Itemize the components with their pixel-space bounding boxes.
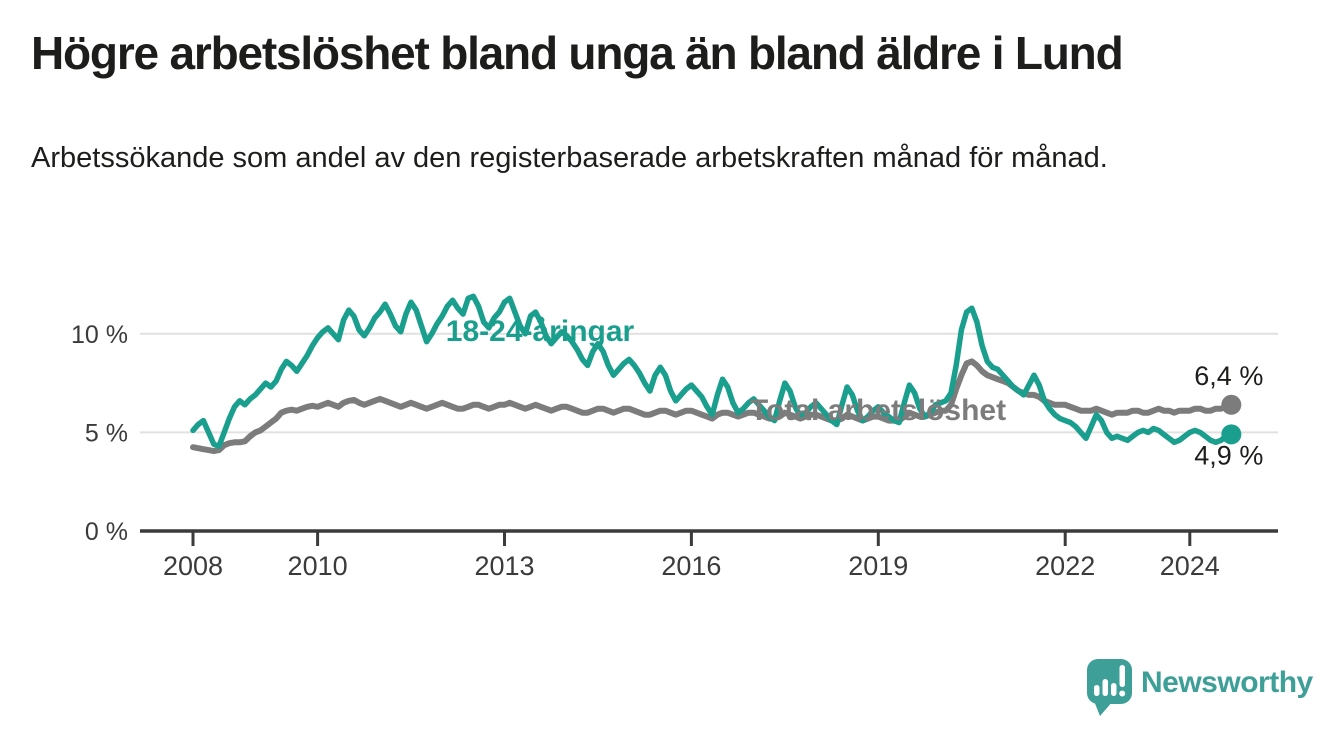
newsworthy-wordmark: Newsworthy — [1141, 666, 1314, 699]
y-tick-label: 5 % — [85, 419, 128, 447]
y-axis: 0 % 5 % 10 % — [71, 321, 128, 546]
y-tick-label: 10 % — [71, 321, 128, 349]
x-tick-label: 2019 — [848, 551, 908, 581]
page-title: Högre arbetslöshet bland unga än bland ä… — [31, 27, 1124, 79]
youth-series-endpoint-dot — [1221, 424, 1242, 445]
x-axis: 2008 2010 2013 2016 2019 2022 2024 — [140, 529, 1278, 581]
x-tick-label: 2024 — [1160, 551, 1220, 581]
total-end-value-label: 6,4 % — [1194, 361, 1263, 391]
youth-series-label: 18-24-åringar — [446, 315, 635, 348]
youth-series-line — [190, 293, 1235, 449]
x-tick-label: 2013 — [474, 551, 534, 581]
x-tick-label: 2016 — [661, 551, 721, 581]
x-tick-label: 2010 — [288, 551, 348, 581]
x-tick-label: 2008 — [163, 551, 223, 581]
total-series-endpoint-dot — [1221, 394, 1242, 415]
youth-end-value-label: 4,9 % — [1194, 440, 1263, 470]
total-series-line — [190, 358, 1235, 455]
x-tick-label: 2022 — [1035, 551, 1095, 581]
newsworthy-logo: Newsworthy — [1087, 659, 1314, 716]
chart-subtitle: Arbetssökande som andel av den registerb… — [31, 142, 1108, 174]
total-series-label: Total arbetslöshet — [750, 394, 1006, 427]
y-tick-label: 0 % — [85, 518, 128, 546]
bar-chart-bubble-icon — [1087, 659, 1132, 716]
